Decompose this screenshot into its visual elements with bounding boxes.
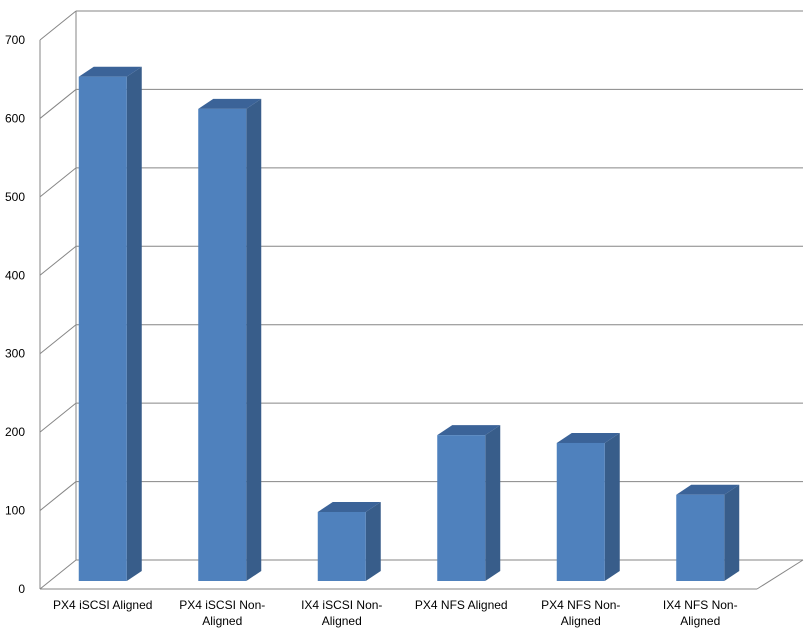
bar <box>78 66 142 581</box>
gridlines <box>39 10 804 590</box>
bar-front-face <box>556 442 605 581</box>
bar-top-face <box>317 501 381 512</box>
gridline-diagonal <box>39 324 77 355</box>
bar <box>676 484 740 581</box>
bar-side-face <box>604 432 620 581</box>
bar-top-face <box>198 98 262 109</box>
y-tick-label: 700 <box>5 33 25 47</box>
gridline-diagonal <box>39 10 77 41</box>
bar-top-face <box>437 425 501 436</box>
bar-top-face <box>78 66 142 77</box>
y-tick-label: 0 <box>18 582 25 596</box>
bar <box>437 425 501 581</box>
bar-side-face <box>246 98 262 582</box>
bar-front-face <box>437 435 486 581</box>
y-tick-label: 100 <box>5 504 25 518</box>
bar-top-face <box>676 484 740 495</box>
bar-front-face <box>78 76 127 581</box>
bar <box>556 432 620 581</box>
x-category-label: IX4 iSCSI Non- <box>301 598 382 612</box>
x-category-label: PX4 NFS Aligned <box>415 598 508 612</box>
gridline-diagonal <box>39 167 77 198</box>
bar-front-face <box>198 108 247 582</box>
bar-top-face <box>556 432 620 443</box>
x-category-label: IX4 NFS Non- <box>663 598 738 612</box>
bars <box>78 66 740 582</box>
x-axis-labels: PX4 iSCSI Aligned PX4 iSCSI Non- Aligned IX… <box>53 598 738 628</box>
y-tick-label: 300 <box>5 347 25 361</box>
x-category-label: PX4 NFS Non- <box>541 598 620 612</box>
gridline-diagonal <box>39 402 77 433</box>
x-category-label: Aligned <box>322 614 362 628</box>
bar-front-face <box>676 494 725 581</box>
y-tick-label: 600 <box>5 111 25 125</box>
gridline-diagonal <box>39 559 77 590</box>
y-tick-label: 400 <box>5 268 25 282</box>
y-tick-label: 200 <box>5 425 25 439</box>
x-category-label: PX4 iSCSI Non- <box>179 598 265 612</box>
x-category-label: Aligned <box>680 614 720 628</box>
x-category-label: Aligned <box>561 614 601 628</box>
bar-side-face <box>724 484 740 581</box>
gridline-diagonal <box>39 245 77 276</box>
bar <box>198 98 262 582</box>
bar <box>317 501 381 581</box>
floor-right-edge <box>756 559 804 590</box>
bar-side-face <box>365 501 381 581</box>
bar-side-face <box>126 66 142 581</box>
bar-front-face <box>317 511 366 581</box>
x-category-label: Aligned <box>202 614 242 628</box>
bar-side-face <box>485 425 501 581</box>
y-tick-label: 500 <box>5 190 25 204</box>
y-axis-ticks: 0 100 200 300 400 500 600 700 <box>5 33 25 596</box>
gridline-diagonal <box>39 89 77 119</box>
x-category-label: PX4 iSCSI Aligned <box>53 598 152 612</box>
gridline-diagonal <box>39 481 77 511</box>
